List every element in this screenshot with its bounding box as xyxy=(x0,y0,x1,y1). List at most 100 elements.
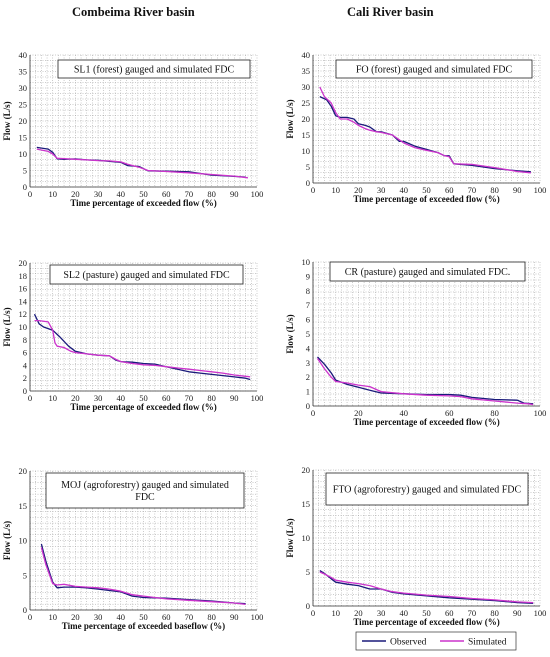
x-tick-label: 20 xyxy=(354,408,363,418)
x-tick-label: 50 xyxy=(422,608,431,618)
x-axis-label: Time percentage of exceeded flow (%) xyxy=(70,198,216,208)
y-tick-label: 30 xyxy=(302,82,311,92)
x-axis-label: Time percentage of exceeded flow (%) xyxy=(353,417,499,427)
title-box xyxy=(45,472,245,509)
y-tick-label: 18 xyxy=(19,271,28,281)
y-tick-label: 10 xyxy=(302,257,311,267)
y-tick-label: 15 xyxy=(19,501,28,511)
x-tick-label: 40 xyxy=(117,393,126,403)
chart-title: FO (forest) gauged and simulated FDC xyxy=(356,65,513,76)
y-axis-label: Flow (L/s) xyxy=(2,521,12,560)
y-tick-label: 20 xyxy=(19,258,28,268)
x-tick-label: 90 xyxy=(513,608,522,618)
x-tick-label: 90 xyxy=(230,393,239,403)
x-axis-label: Time percentage of exceeded flow (%) xyxy=(353,194,499,204)
x-tick-label: 90 xyxy=(230,189,239,199)
title-box xyxy=(329,261,526,282)
x-tick-label: 30 xyxy=(94,189,103,199)
y-tick-label: 0 xyxy=(23,182,27,192)
chart-title: FDC xyxy=(135,492,155,503)
x-tick-label: 100 xyxy=(534,408,547,418)
x-tick-label: 20 xyxy=(71,189,80,199)
series-line-simulated xyxy=(319,571,534,604)
x-tick-label: 50 xyxy=(139,612,148,622)
x-tick-label: 30 xyxy=(377,185,386,195)
x-tick-label: 40 xyxy=(400,408,409,418)
x-tick-label: 0 xyxy=(311,408,315,418)
chart-title: FTO (agroforestry) gauged and simulated … xyxy=(333,485,522,496)
chart-panel-4: 0 20 40 60 80 100 0 1 2 3 4 5 6 7 8 9 10 Time percentage … xyxy=(285,257,546,427)
title-box xyxy=(57,59,251,79)
x-tick-label: 100 xyxy=(534,185,547,195)
y-tick-label: 8 xyxy=(23,335,27,345)
y-tick-label: 35 xyxy=(302,66,311,76)
title-box xyxy=(325,472,529,506)
x-tick-label: 80 xyxy=(490,185,499,195)
legend-label-observed: Observed xyxy=(390,638,427,648)
y-tick-label: 0 xyxy=(306,401,310,411)
x-tick-label: 60 xyxy=(162,189,171,199)
x-tick-label: 70 xyxy=(185,393,194,403)
x-tick-label: 60 xyxy=(162,393,171,403)
x-tick-label: 0 xyxy=(28,393,32,403)
x-tick-label: 20 xyxy=(71,393,80,403)
x-tick-label: 70 xyxy=(185,612,194,622)
x-axis-label: Time percentage of exceeded flow (%) xyxy=(70,402,216,412)
y-axis-label: Flow (L/s) xyxy=(2,307,12,346)
chart-panel-2: 0 10 20 30 40 50 60 70 80 90 1000510152025303540Ti… xyxy=(285,50,546,204)
x-tick-label: 80 xyxy=(490,408,499,418)
y-tick-label: 30 xyxy=(19,83,28,93)
x-tick-label: 0 xyxy=(311,185,315,195)
y-tick-label: 2 xyxy=(23,373,27,383)
x-tick-label: 10 xyxy=(48,612,57,622)
x-tick-label: 30 xyxy=(94,393,103,403)
y-tick-label: 10 xyxy=(19,322,28,332)
chart-title: SL2 (pasture) gauged and simulated FDC xyxy=(63,270,230,281)
y-tick-label: 5 xyxy=(306,329,310,339)
y-tick-label: 20 xyxy=(19,466,28,476)
series-line-simulated xyxy=(319,86,531,174)
y-tick-label: 5 xyxy=(306,162,310,172)
x-tick-label: 30 xyxy=(94,612,103,622)
chart-panel-1: 0 10 20 30 40 50 60 70 80 90 1000510152025303540Ti… xyxy=(2,50,263,208)
series-line-simulated xyxy=(34,319,251,378)
x-tick-label: 60 xyxy=(445,408,454,418)
y-axis-label: Flow (L/s) xyxy=(285,99,295,138)
x-tick-label: 50 xyxy=(139,393,148,403)
y-tick-label: 0 xyxy=(23,605,27,615)
chart-title: MOJ (agroforestry) gauged and simulated xyxy=(61,480,229,491)
x-tick-label: 80 xyxy=(207,612,216,622)
x-tick-label: 20 xyxy=(71,612,80,622)
x-tick-label: 70 xyxy=(185,189,194,199)
x-tick-label: 80 xyxy=(207,393,216,403)
x-tick-label: 10 xyxy=(331,185,340,195)
y-tick-label: 15 xyxy=(19,133,28,143)
x-tick-label: 60 xyxy=(445,185,454,195)
y-tick-label: 0 xyxy=(23,386,27,396)
y-tick-label: 6 xyxy=(23,348,27,358)
y-tick-label: 5 xyxy=(23,570,27,580)
x-tick-label: 80 xyxy=(490,608,499,618)
y-tick-label: 0 xyxy=(306,178,310,188)
chart-title: SL1 (forest) gauged and simulated FDC xyxy=(74,65,235,76)
series-line-observed xyxy=(40,543,246,605)
legend-label-simulated: Simulated xyxy=(468,638,507,648)
x-tick-label: 0 xyxy=(311,608,315,618)
x-tick-label: 80 xyxy=(207,189,216,199)
legend-box xyxy=(355,631,517,651)
x-tick-label: 90 xyxy=(230,612,239,622)
chart-title: CR (pasture) gauged and simulated FDC. xyxy=(345,267,511,278)
title-box xyxy=(335,59,533,79)
y-tick-label: 6 xyxy=(306,315,310,325)
y-tick-label: 10 xyxy=(302,146,311,156)
x-tick-label: 40 xyxy=(400,185,409,195)
x-tick-label: 10 xyxy=(48,189,57,199)
x-tick-label: 100 xyxy=(251,393,264,403)
y-tick-label: 4 xyxy=(23,360,28,370)
y-tick-label: 40 xyxy=(19,50,28,60)
x-tick-label: 30 xyxy=(377,608,386,618)
y-tick-label: 14 xyxy=(19,296,28,306)
y-tick-label: 20 xyxy=(19,116,28,126)
y-tick-label: 20 xyxy=(302,465,311,475)
y-tick-label: 15 xyxy=(302,130,311,140)
